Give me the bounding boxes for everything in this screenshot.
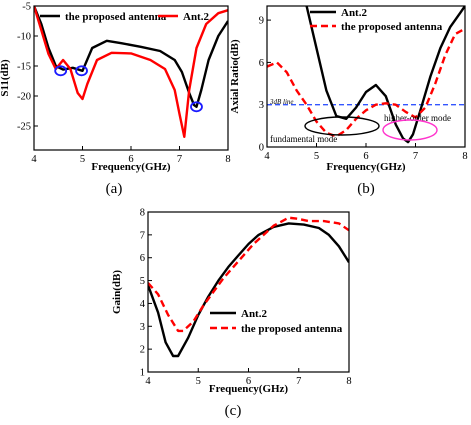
y-tick-label: 3 xyxy=(140,322,145,333)
x-tick-label: 6 xyxy=(128,154,133,165)
legend-label-2: the proposed antenna xyxy=(341,21,443,33)
series-line-2 xyxy=(267,27,465,138)
legend-label-2: the proposed antenna xyxy=(241,323,343,335)
y-tick-label: 4 xyxy=(140,299,146,310)
x-tick-label: 7 xyxy=(413,151,418,162)
higher-order-mode-ellipse xyxy=(382,119,438,141)
legend-label-2: Ant.2 xyxy=(183,11,209,23)
plot-frame xyxy=(147,211,350,373)
y-tick-label: -15 xyxy=(17,62,31,73)
x-tick-label: 8 xyxy=(225,154,230,165)
x-tick-label: 5 xyxy=(314,151,319,162)
x-tick-label: 5 xyxy=(80,154,85,165)
annotation-higher-order-mode: higher-order mode xyxy=(384,113,451,123)
chart-b: 4 5 6 7 8 0 3 6 9 Frequency(GHz) Axial Ratio(dB) (b… xyxy=(229,5,468,197)
y-tick-label: 9 xyxy=(259,16,264,27)
x-tick-label: 7 xyxy=(177,154,182,165)
y-tick-label: 2 xyxy=(140,345,145,356)
chart-a: 4 5 6 7 8 -5 -10 -15 -20 -25 Frequency(GHz) S11(dB)… xyxy=(0,2,231,198)
panel-caption: (c) xyxy=(225,403,242,419)
x-tick-label: 4 xyxy=(31,154,37,165)
x-tick-label: 4 xyxy=(264,151,270,162)
fundamental-mode-ellipse xyxy=(304,116,380,136)
legend-label-1: the proposed antenna xyxy=(65,11,167,23)
y-axis-label: Gain(dB) xyxy=(111,270,123,314)
y-tick-label: 5 xyxy=(140,276,145,287)
annotation-fundamental-mode: fundamental mode xyxy=(270,134,337,144)
x-tick-label: 4 xyxy=(145,376,151,387)
chart-c: 4 5 6 7 8 1 2 3 4 5 6 7 8 Frequency(GHz) Gain(dB) (c) An… xyxy=(111,208,352,420)
series-line-1 xyxy=(305,6,465,144)
series-line-2 xyxy=(148,216,349,333)
panel-caption: (b) xyxy=(357,181,375,197)
series-line-1 xyxy=(148,222,349,358)
y-tick-label: 1 xyxy=(140,368,145,379)
panel-caption: (a) xyxy=(106,181,123,197)
plot-frame xyxy=(33,5,229,151)
resonance-marker xyxy=(54,65,68,77)
plot-frame xyxy=(266,5,466,148)
y-tick-label: 3 xyxy=(259,100,264,111)
resonance-marker xyxy=(75,65,88,77)
y-tick-label: -25 xyxy=(17,122,31,133)
y-tick-label: -5 xyxy=(22,2,31,13)
y-tick-label: 6 xyxy=(140,253,145,264)
y-tick-label: 0 xyxy=(259,143,264,154)
x-axis-label: Frequency(GHz) xyxy=(326,161,406,173)
y-tick-label: 8 xyxy=(140,208,145,219)
x-tick-label: 8 xyxy=(346,376,351,387)
annotation-3db-line: 3dB line xyxy=(269,98,294,106)
y-tick-label: 6 xyxy=(259,58,264,69)
x-axis-label: Frequency(GHz) xyxy=(209,383,289,395)
x-axis-label: Frequency(GHz) xyxy=(91,161,171,173)
x-tick-label: 5 xyxy=(196,376,201,387)
x-tick-label: 8 xyxy=(462,151,467,162)
series-line-2 xyxy=(34,6,228,138)
y-axis-label: S11(dB) xyxy=(0,59,11,97)
y-tick-label: -20 xyxy=(17,92,31,103)
x-tick-label: 7 xyxy=(296,376,301,387)
y-axis-label: Axial Ratio(dB) xyxy=(229,39,241,114)
legend-label-1: Ant.2 xyxy=(241,308,267,320)
y-tick-label: 7 xyxy=(140,230,145,241)
x-tick-label: 6 xyxy=(363,151,368,162)
legend-label-1: Ant.2 xyxy=(341,7,367,19)
y-tick-label: -10 xyxy=(17,32,31,43)
x-tick-label: 6 xyxy=(246,376,251,387)
resonance-marker xyxy=(190,101,203,113)
